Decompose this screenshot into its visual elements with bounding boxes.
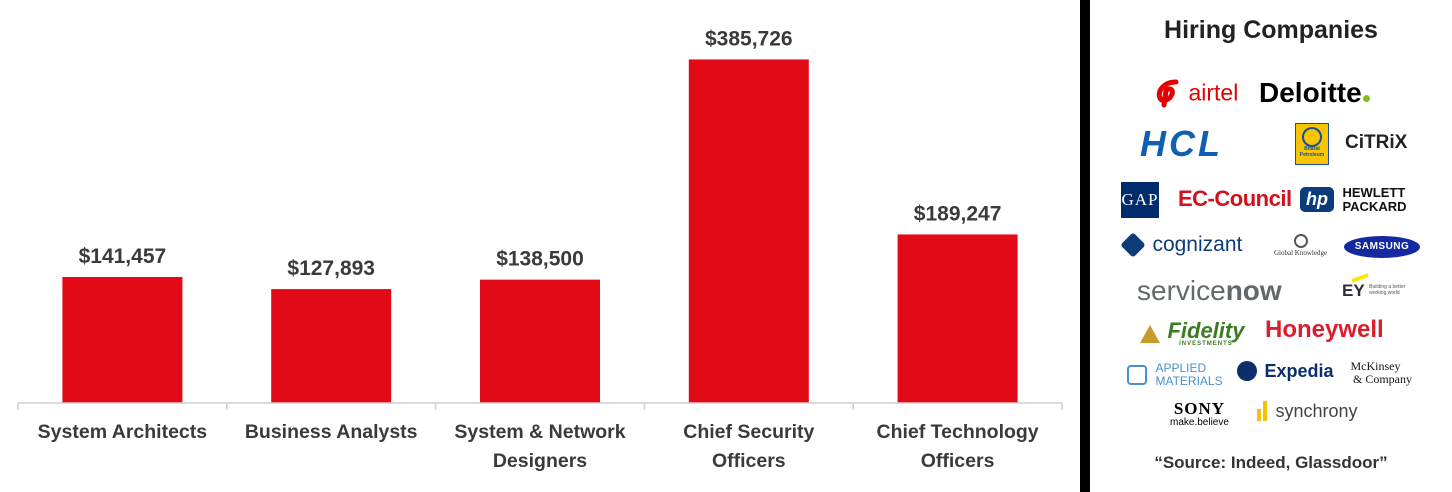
hewlett-packard-text: HEWLETT PACKARD: [1342, 186, 1406, 213]
materials-text: MATERIALS: [1155, 373, 1223, 388]
hewlett-text: HEWLETT: [1342, 185, 1406, 200]
value-label: $127,893: [287, 257, 375, 280]
citrix-logo: CiTRiX: [1345, 133, 1407, 152]
cognizant-logo: cognizant: [1120, 231, 1243, 258]
salary-bar-chart: $141,457 $127,893 $138,500 $385,726 $189,247…: [17, 27, 1063, 472]
value-label: $385,726: [705, 27, 793, 50]
gap-logo: GAP: [1121, 182, 1159, 218]
airtel-logo: airtel: [1154, 78, 1238, 108]
category-label: Designers: [493, 450, 587, 472]
global-knowledge-logo: Global Knowledge: [1274, 234, 1327, 257]
applied-materials-logo: APPLIED MATERIALS: [1127, 362, 1223, 387]
airtel-swirl-icon: [1156, 79, 1179, 108]
bars-group: [62, 59, 1018, 403]
category-label: Chief Security: [683, 421, 814, 443]
category-label: Chief Technology: [877, 421, 1039, 443]
bar: [271, 289, 392, 403]
ec-council-logo: EC-Council: [1178, 188, 1292, 210]
cognizant-text: cognizant: [1152, 233, 1243, 256]
cognizant-mark-icon: [1120, 231, 1146, 258]
ey-text: EY: [1342, 281, 1365, 300]
category-label: System & Network: [454, 421, 625, 443]
synchrony-bars-icon: [1257, 401, 1267, 421]
fidelity-wordmark: Fidelity INVESTMENTS: [1167, 318, 1245, 348]
expedia-text: Expedia: [1264, 361, 1334, 381]
panel-divider: [1080, 0, 1090, 492]
airtel-text: airtel: [1188, 79, 1239, 106]
mckinsey-logo: McKinsey & Company: [1339, 359, 1413, 386]
sony-tagline: make.believe: [1170, 417, 1229, 428]
fidelity-logo: Fidelity INVESTMENTS: [1140, 320, 1244, 347]
mckinsey-text: McKinsey: [1350, 359, 1401, 373]
bharat-petroleum-emblem-icon: [1302, 127, 1322, 147]
servicenow-service-text: service: [1137, 275, 1226, 306]
hp-mark-text: hp: [1306, 189, 1328, 210]
value-label: $138,500: [496, 248, 584, 271]
expedia-globe-icon: [1237, 361, 1257, 381]
gap-text: GAP: [1121, 190, 1159, 209]
bar: [688, 59, 809, 403]
samsung-logo: SAMSUNG: [1344, 236, 1420, 258]
hcl-logo: HCL: [1140, 126, 1223, 162]
global-knowledge-text: Global Knowledge: [1274, 249, 1328, 257]
category-label: System Architects: [38, 421, 208, 443]
panel-title: Hiring Companies: [1164, 16, 1378, 44]
category-label: Officers: [712, 450, 786, 472]
source-note: “Source: Indeed, Glassdoor”: [1154, 453, 1388, 472]
sony-logo: SONY make.believe: [1170, 400, 1229, 428]
samsung-text: SAMSUNG: [1354, 241, 1410, 252]
hp-logo: hp HEWLETT PACKARD: [1300, 186, 1407, 213]
x-axis-ticks: [17, 403, 1063, 410]
value-label: $189,247: [914, 202, 1002, 225]
value-labels: $141,457 $127,893 $138,500 $385,726 $189,247: [79, 27, 1002, 280]
deloitte-dot-icon: [1362, 95, 1370, 102]
applied-materials-wordmark: APPLIED MATERIALS: [1155, 362, 1222, 387]
synchrony-logo: synchrony: [1257, 401, 1358, 421]
sony-text: SONY: [1173, 399, 1226, 418]
bharat-petroleum-logo: Bharat Petroleum: [1295, 123, 1329, 165]
ey-tagline-2: working world: [1369, 289, 1400, 296]
hiring-companies-panel: Hiring Companies airtel Deloitte HCL Bha…: [1090, 0, 1452, 492]
honeywell-logo: Honeywell: [1265, 318, 1384, 342]
ey-logo: EY Building a better working world: [1342, 273, 1406, 300]
packard-text: PACKARD: [1342, 198, 1407, 214]
servicenow-logo: servicenow: [1137, 277, 1282, 305]
expedia-logo: Expedia: [1237, 361, 1333, 381]
fidelity-pyramid-icon: [1140, 324, 1160, 343]
value-label: $141,457: [79, 245, 167, 268]
citrix-text: CiTRiX: [1345, 132, 1408, 153]
synchrony-text: synchrony: [1275, 401, 1358, 421]
ey-tagline-1: Building a better: [1369, 284, 1406, 290]
applied-text: APPLIED: [1155, 361, 1207, 375]
global-knowledge-emblem-icon: [1293, 234, 1308, 248]
bharat-petroleum-text: Bharat Petroleum: [1299, 146, 1325, 158]
hp-mark-icon: hp: [1300, 187, 1334, 213]
bar: [480, 279, 600, 403]
deloitte-text: Deloitte: [1259, 77, 1362, 108]
category-labels: System Architects Business Analysts System…: [38, 421, 1039, 472]
hcl-text: HCL: [1140, 123, 1223, 164]
deloitte-logo: Deloitte: [1259, 79, 1370, 107]
applied-materials-mark-icon: [1127, 364, 1147, 385]
category-label: Officers: [921, 450, 995, 472]
servicenow-now-text: now: [1225, 275, 1282, 306]
fidelity-sub-text: INVESTMENTS: [1179, 341, 1233, 347]
bar: [897, 234, 1018, 403]
ec-council-text: EC-Council: [1178, 186, 1292, 211]
bar: [62, 277, 183, 403]
fidelity-text: Fidelity: [1167, 318, 1245, 343]
category-label: Business Analysts: [245, 421, 418, 443]
honeywell-text: Honeywell: [1265, 316, 1384, 343]
mckinsey-company-text: & Company: [1353, 371, 1412, 386]
ey-tagline: Building a better working world: [1369, 284, 1406, 296]
